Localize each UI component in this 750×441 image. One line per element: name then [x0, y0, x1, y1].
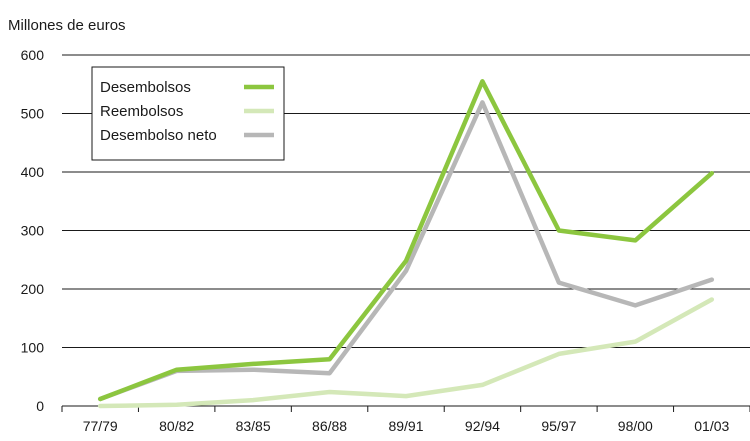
x-tick-label: 89/91 — [388, 418, 423, 434]
y-tick-label: 100 — [21, 340, 45, 356]
series-lines — [97, 79, 715, 409]
legend-box — [91, 66, 285, 161]
y-tick-label: 500 — [21, 106, 45, 122]
x-tick-label: 95/97 — [541, 418, 576, 434]
x-tick-label: 86/88 — [312, 418, 347, 434]
x-tick-label: 98/00 — [618, 418, 653, 434]
x-tick-label: 80/82 — [159, 418, 194, 434]
y-tick-label: 600 — [21, 47, 45, 63]
x-tick-label: 83/85 — [236, 418, 271, 434]
series-line-desembolsos — [97, 79, 715, 402]
legend-label: Reembolsos — [100, 103, 183, 120]
y-tick-label: 400 — [21, 164, 45, 180]
legend: Desembolsos Reembolsos Desembolso neto — [91, 66, 285, 161]
y-axis-title: Millones de euros — [8, 17, 126, 34]
legend-label: Desembolsos — [100, 79, 191, 96]
y-tick-label: 300 — [21, 223, 45, 239]
series-line-reembolsos — [97, 297, 715, 409]
x-tick-label: 92/94 — [465, 418, 500, 434]
axes: 0 100 200 300 400 500 600 77/79 80/82 83/85 86/88 8… — [21, 47, 750, 434]
y-tick-label: 200 — [21, 281, 45, 297]
x-tick-label: 01/03 — [694, 418, 729, 434]
y-tick-label: 0 — [36, 398, 44, 414]
x-tick-label: 77/79 — [83, 418, 118, 434]
series-line-desembolso-neto — [97, 100, 715, 402]
legend-label: Desembolso neto — [100, 127, 217, 144]
